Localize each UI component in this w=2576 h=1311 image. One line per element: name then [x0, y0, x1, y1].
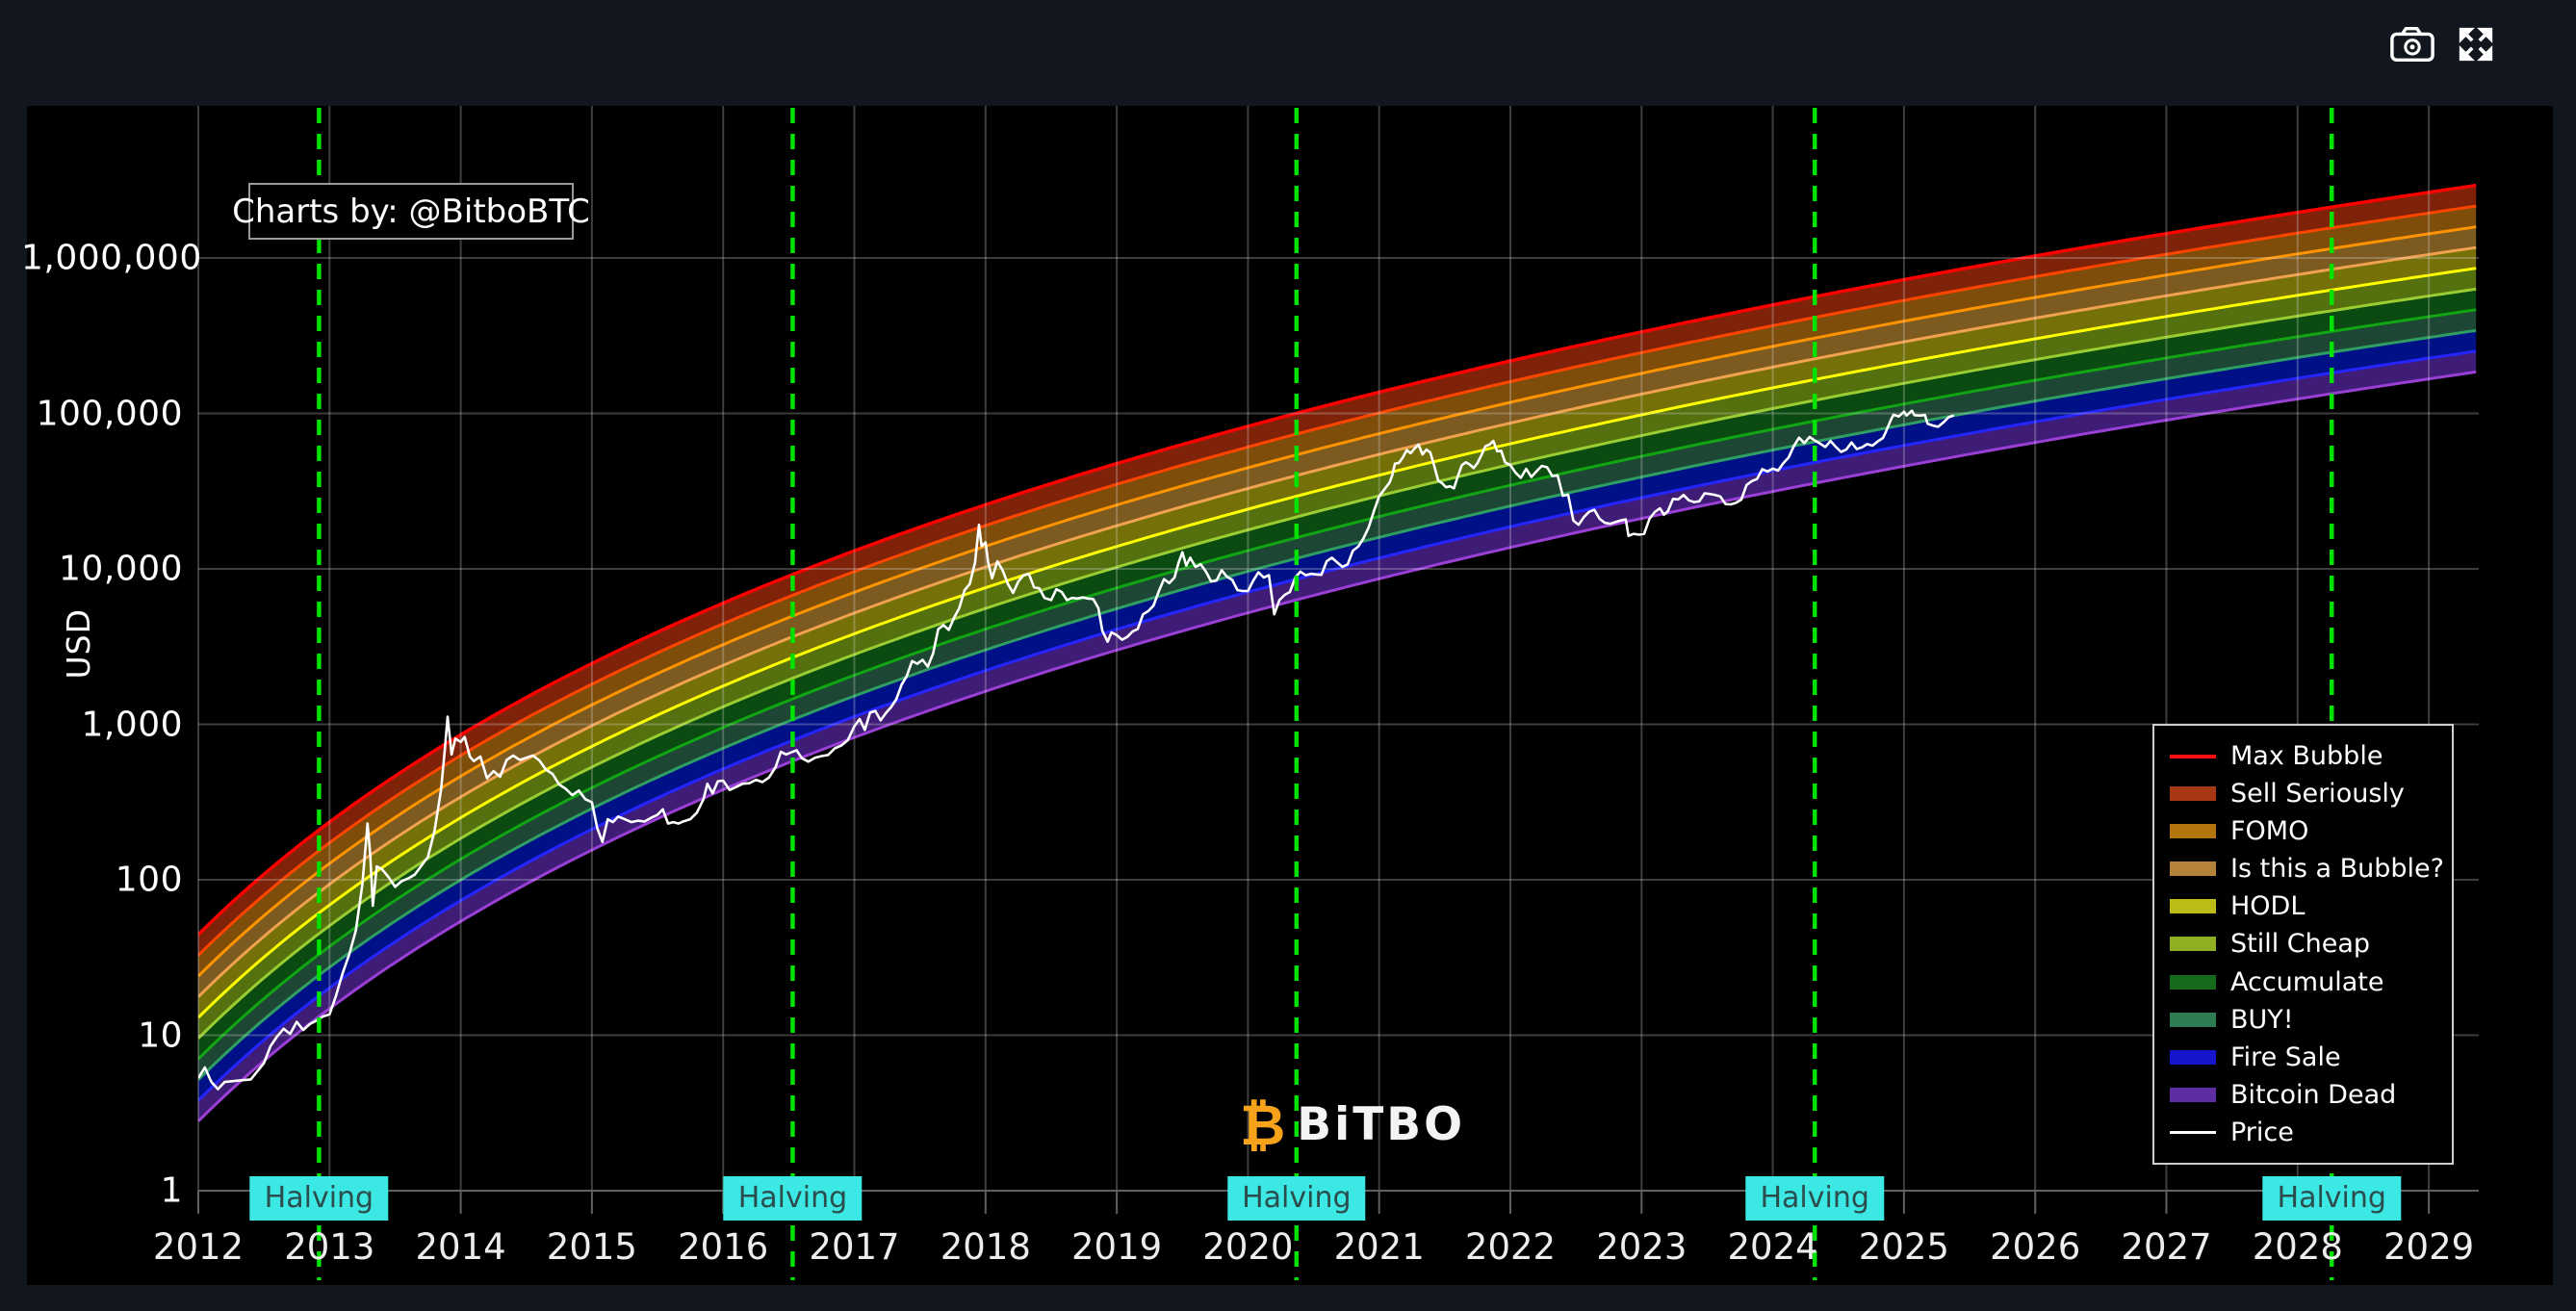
legend-label: Sell Seriously	[2230, 779, 2405, 810]
legend-swatch-accumulate	[2170, 974, 2216, 990]
x-tick-label: 2022	[1464, 1226, 1557, 1268]
halving-badge: Halving	[1227, 1176, 1366, 1221]
legend-row: Price	[2170, 1118, 2452, 1147]
legend-swatch-sell-seriously	[2170, 786, 2216, 802]
x-tick-label: 2017	[809, 1226, 900, 1268]
legend-swatch-bitcoin-dead	[2170, 1087, 2216, 1102]
legend-label: Accumulate	[2230, 966, 2384, 997]
y-axis-title: USD	[60, 608, 97, 680]
halving-badge: Halving	[249, 1176, 389, 1221]
y-tick-label: 100	[115, 860, 183, 900]
legend-row: Sell Seriously	[2170, 779, 2452, 809]
bitbo-watermark: ₿ BiTBO	[1240, 1097, 1465, 1153]
x-tick-label: 2027	[2121, 1226, 2212, 1268]
bitbo-brand-text: BiTBO	[1297, 1098, 1466, 1151]
y-tick-label: 1,000,000	[21, 238, 202, 278]
legend-label: FOMO	[2230, 816, 2309, 847]
x-tick-label: 2026	[1990, 1226, 2081, 1268]
band-boundary-line-1	[198, 204, 2477, 957]
legend-row: Fire Sale	[2170, 1042, 2452, 1072]
legend-label: Bitcoin Dead	[2230, 1079, 2397, 1110]
y-tick-label: 1,000	[81, 705, 183, 744]
x-tick-label: 2018	[940, 1226, 1031, 1268]
legend-row: BUY!	[2170, 1005, 2452, 1035]
x-tick-label: 2019	[1071, 1226, 1163, 1268]
legend-swatch-fomo	[2170, 824, 2216, 839]
x-tick-label: 2024	[1727, 1226, 1818, 1268]
legend-swatch-price	[2170, 1130, 2216, 1134]
rainbow-layer	[198, 183, 2477, 1122]
halving-badge: Halving	[1745, 1176, 1884, 1221]
legend-label: Fire Sale	[2230, 1041, 2341, 1072]
legend-row: Accumulate	[2170, 967, 2452, 997]
attribution-text: Charts by: @BitboBTC	[232, 192, 590, 231]
x-tick-label: 2014	[415, 1226, 506, 1268]
y-tick-label: 1	[160, 1170, 183, 1211]
camera-screenshot-button[interactable]	[2387, 21, 2437, 67]
fullscreen-button[interactable]	[2451, 21, 2501, 67]
legend-label: BUY!	[2230, 1004, 2294, 1035]
band-boundary-line-2	[198, 225, 2477, 978]
band-boundary-line-0	[198, 183, 2477, 937]
gridlines	[197, 106, 2479, 1214]
x-tick-label: 2015	[546, 1226, 637, 1268]
x-tick-label: 2028	[2252, 1226, 2343, 1268]
band-boundary-line-6	[198, 308, 2477, 1061]
band-boundary-line-9	[198, 370, 2477, 1122]
x-tick-label: 2023	[1596, 1226, 1687, 1268]
y-tick-label: 10,000	[59, 549, 183, 589]
legend-row: Max Bubble	[2170, 741, 2452, 771]
band-boundary-line-7	[198, 328, 2477, 1081]
y-tick-label: 100,000	[36, 394, 183, 433]
bitbo-logo-icon: ₿	[1240, 1092, 1286, 1158]
fullscreen-expand-icon	[2459, 27, 2493, 62]
x-tick-label: 2021	[1333, 1226, 1425, 1268]
camera-icon	[2390, 26, 2434, 63]
x-tick-label: 2025	[1858, 1226, 1949, 1268]
legend-swatch-hodl	[2170, 899, 2216, 914]
band-boundary-line-8	[198, 349, 2477, 1102]
band-boundary-line-3	[198, 245, 2477, 998]
legend-row: Is this a Bubble?	[2170, 854, 2452, 884]
legend-label: Still Cheap	[2230, 929, 2371, 960]
band-boundary-line-5	[198, 287, 2477, 1040]
x-tick-label: 2013	[284, 1226, 375, 1268]
legend-label: Is this a Bubble?	[2230, 854, 2444, 885]
chart-legend: Max Bubble Sell Seriously FOMO Is this a Bu…	[2152, 724, 2454, 1165]
attribution-box: Charts by: @BitboBTC	[232, 183, 590, 240]
legend-label: Price	[2230, 1117, 2294, 1147]
x-tick-label: 2029	[2383, 1226, 2475, 1268]
x-tick-label: 2016	[678, 1226, 769, 1268]
halving-badge: Halving	[723, 1176, 863, 1221]
x-tick-label: 2020	[1202, 1226, 1294, 1268]
legend-swatch-is-this-a-bubble-	[2170, 861, 2216, 877]
legend-swatch-buy-	[2170, 1012, 2216, 1027]
halving-badge: Halving	[2262, 1176, 2401, 1221]
legend-swatch-still-cheap	[2170, 937, 2216, 952]
legend-swatch-fire-sale	[2170, 1049, 2216, 1065]
legend-row: Still Cheap	[2170, 929, 2452, 959]
legend-label: HODL	[2230, 891, 2306, 922]
y-tick-label: 10	[138, 1015, 183, 1055]
x-tick-label: 2012	[152, 1226, 245, 1268]
legend-row: Bitcoin Dead	[2170, 1080, 2452, 1110]
band-boundary-line-4	[198, 267, 2477, 1019]
legend-row: FOMO	[2170, 816, 2452, 846]
legend-swatch-max-bubble	[2170, 754, 2216, 758]
legend-row: HODL	[2170, 891, 2452, 921]
price-line	[198, 409, 1955, 1091]
legend-label: Max Bubble	[2230, 741, 2383, 772]
